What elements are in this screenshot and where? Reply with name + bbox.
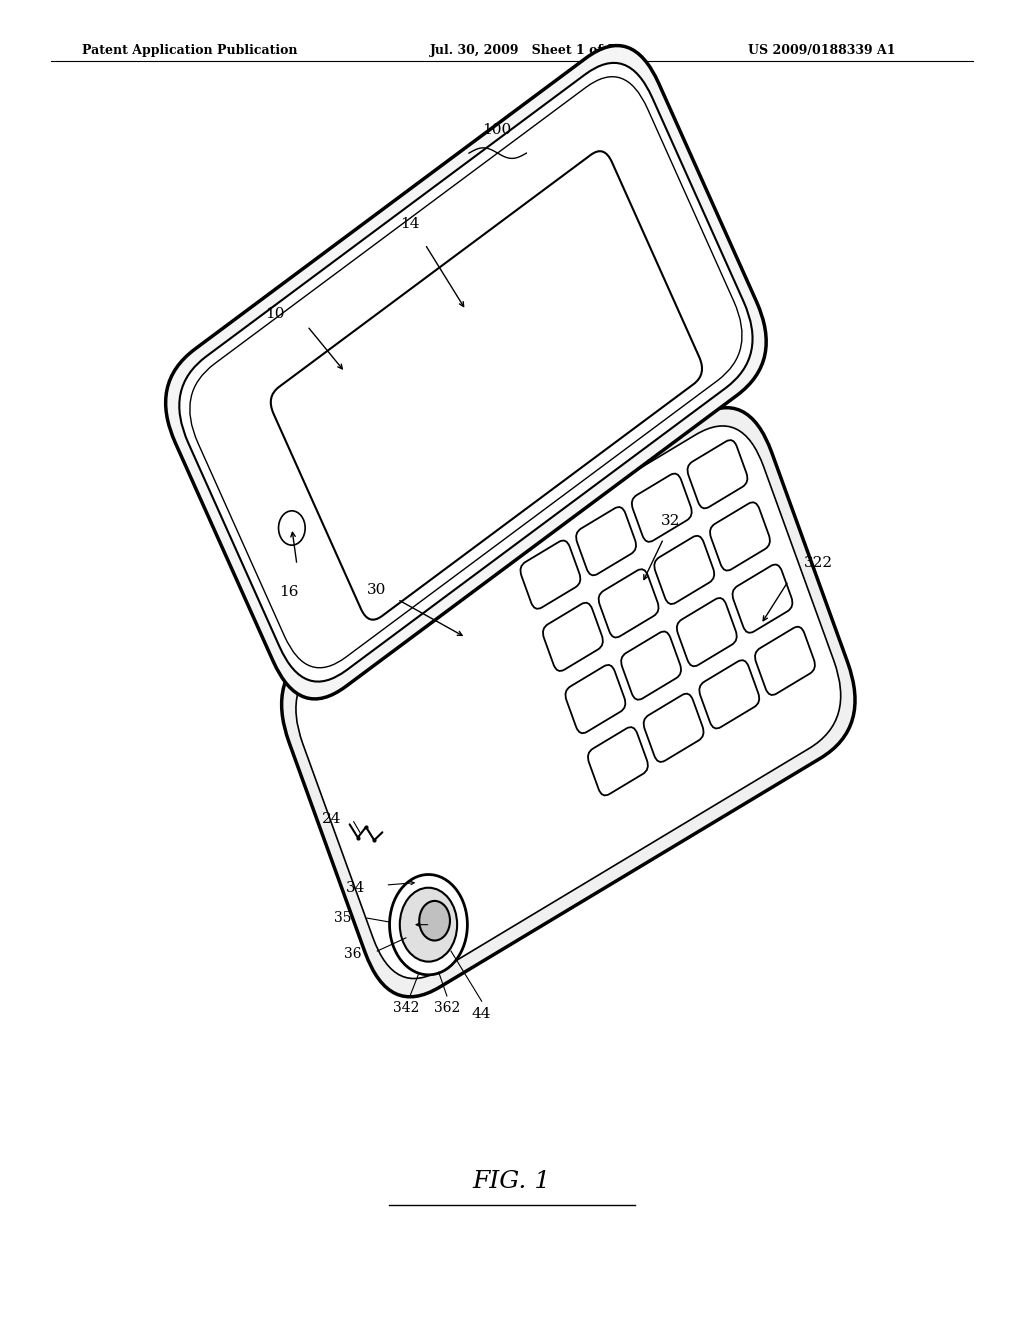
Text: FIG. 1: FIG. 1 bbox=[473, 1170, 551, 1193]
FancyBboxPatch shape bbox=[189, 77, 742, 668]
FancyBboxPatch shape bbox=[622, 631, 681, 700]
FancyBboxPatch shape bbox=[577, 507, 636, 576]
Text: 30: 30 bbox=[368, 583, 386, 597]
FancyBboxPatch shape bbox=[687, 440, 748, 508]
Text: 34: 34 bbox=[345, 880, 365, 895]
Circle shape bbox=[419, 902, 450, 941]
FancyBboxPatch shape bbox=[732, 565, 793, 632]
FancyBboxPatch shape bbox=[677, 598, 737, 667]
FancyBboxPatch shape bbox=[654, 536, 715, 605]
FancyBboxPatch shape bbox=[166, 45, 766, 700]
FancyBboxPatch shape bbox=[644, 693, 703, 762]
FancyBboxPatch shape bbox=[565, 665, 626, 733]
FancyBboxPatch shape bbox=[710, 502, 770, 570]
Text: 14: 14 bbox=[399, 216, 420, 231]
Text: 32: 32 bbox=[662, 513, 680, 528]
Text: 44: 44 bbox=[472, 1007, 492, 1020]
FancyBboxPatch shape bbox=[588, 727, 648, 796]
Text: 10: 10 bbox=[264, 308, 285, 321]
Text: 36: 36 bbox=[344, 946, 361, 961]
FancyBboxPatch shape bbox=[270, 152, 702, 619]
FancyBboxPatch shape bbox=[632, 474, 692, 543]
Text: 16: 16 bbox=[279, 585, 299, 599]
Text: 100: 100 bbox=[482, 123, 511, 137]
FancyBboxPatch shape bbox=[296, 426, 841, 978]
Text: 362: 362 bbox=[434, 1002, 460, 1015]
Text: Patent Application Publication: Patent Application Publication bbox=[82, 44, 297, 57]
FancyBboxPatch shape bbox=[699, 660, 759, 729]
Text: 322: 322 bbox=[804, 556, 833, 570]
FancyBboxPatch shape bbox=[599, 569, 658, 638]
FancyBboxPatch shape bbox=[543, 603, 603, 671]
Circle shape bbox=[399, 888, 457, 962]
FancyBboxPatch shape bbox=[520, 540, 581, 609]
Text: 35: 35 bbox=[334, 911, 351, 925]
FancyBboxPatch shape bbox=[755, 627, 815, 696]
FancyBboxPatch shape bbox=[282, 408, 855, 997]
Circle shape bbox=[389, 875, 467, 975]
FancyBboxPatch shape bbox=[179, 63, 753, 681]
Text: 342: 342 bbox=[393, 1002, 419, 1015]
Text: Jul. 30, 2009   Sheet 1 of 5: Jul. 30, 2009 Sheet 1 of 5 bbox=[430, 44, 616, 57]
Text: US 2009/0188339 A1: US 2009/0188339 A1 bbox=[748, 44, 895, 57]
Text: 24: 24 bbox=[322, 812, 341, 826]
